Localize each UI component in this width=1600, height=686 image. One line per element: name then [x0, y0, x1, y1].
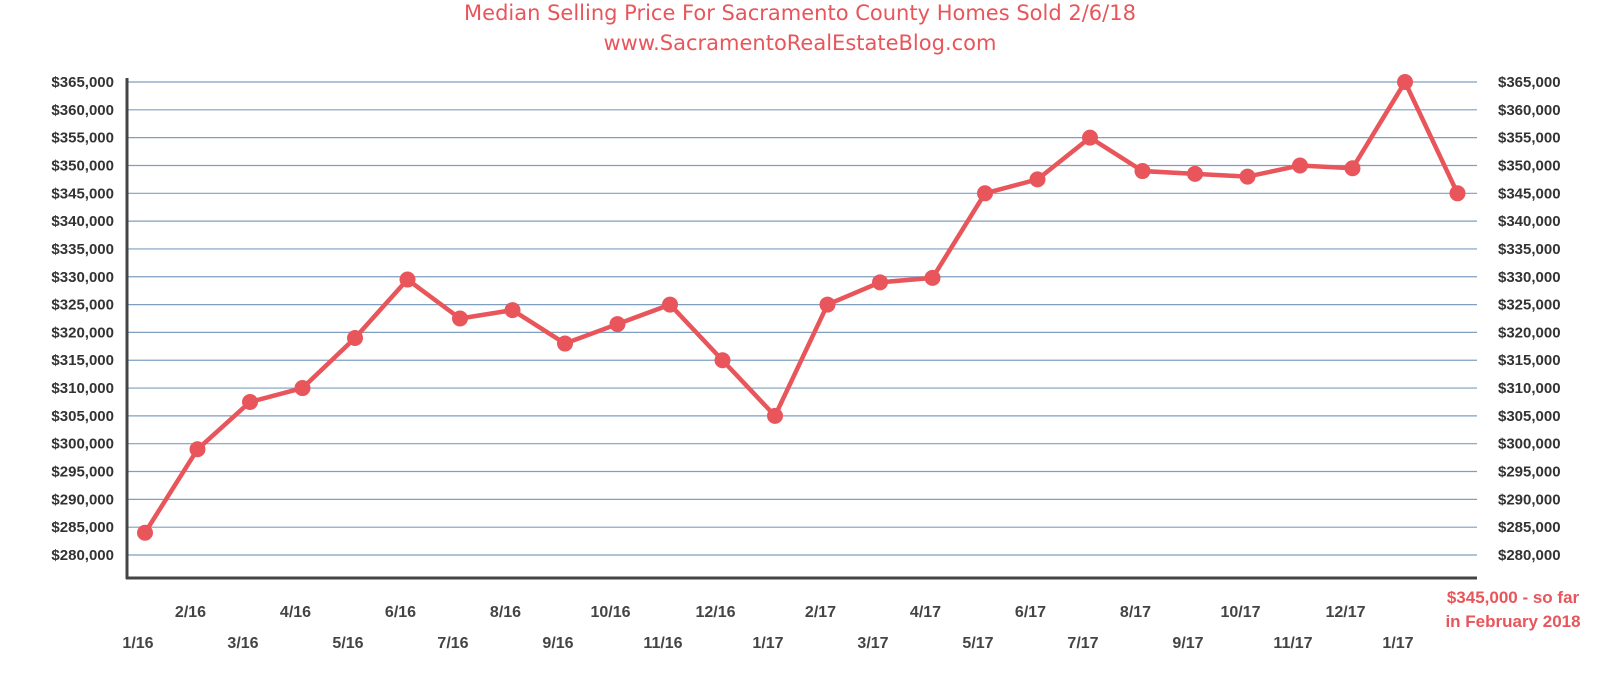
y-tick-label-left: $335,000: [51, 241, 114, 258]
y-tick-label-right: $355,000: [1498, 130, 1561, 147]
x-tick-label: 1/17: [1382, 635, 1413, 652]
series-median-price: [137, 74, 1466, 541]
x-tick-label: 9/17: [1172, 635, 1203, 652]
x-tick-label: 8/16: [490, 604, 521, 621]
x-tick-label: 11/17: [1273, 635, 1312, 652]
data-point: [189, 441, 206, 458]
x-tick-label: 2/16: [175, 604, 206, 621]
y-tick-label-right: $335,000: [1498, 241, 1561, 258]
data-point: [1397, 74, 1413, 90]
y-axis-left: $280,000 $285,000 $290,000 $295,000 $300,000…: [51, 74, 114, 564]
data-point: [452, 310, 468, 327]
y-tick-label-right: $330,000: [1498, 269, 1561, 286]
data-point: [504, 302, 521, 319]
x-tick-label: 4/16: [280, 604, 311, 621]
data-point: [294, 380, 311, 397]
data-point: [1344, 160, 1361, 177]
data-point: [1029, 171, 1046, 188]
x-tick-label: 7/16: [437, 635, 468, 652]
y-tick-label-left: $340,000: [51, 213, 114, 230]
data-point: [977, 185, 993, 202]
y-tick-label-right: $365,000: [1498, 74, 1561, 91]
data-point: [714, 352, 731, 369]
y-tick-label-right: $320,000: [1498, 324, 1561, 341]
annotation-line-1: $345,000 - so far: [1447, 588, 1580, 607]
grid-lines: [127, 81, 1477, 556]
y-tick-label-left: $305,000: [51, 408, 114, 425]
y-tick-label-left: $280,000: [51, 547, 114, 564]
data-point: [1449, 185, 1466, 202]
y-tick-label-right: $305,000: [1498, 408, 1561, 425]
x-tick-label: 2/17: [805, 604, 836, 621]
chart-subtitle: www.SacramentoRealEstateBlog.com: [604, 31, 997, 55]
y-tick-label-left: $315,000: [51, 352, 114, 369]
data-point: [767, 407, 783, 424]
x-tick-label: 4/17: [910, 604, 941, 621]
data-point: [242, 393, 258, 410]
annotation-line-2: in February 2018: [1445, 612, 1580, 631]
y-tick-label-right: $315,000: [1498, 352, 1561, 369]
x-axis-labels: 1/16 2/16 3/16 4/16 5/16 6/16 7/16 8/16 9/16 10/1…: [122, 604, 1413, 652]
y-tick-label-left: $330,000: [51, 269, 114, 286]
x-tick-label: 12/17: [1325, 604, 1365, 621]
y-tick-label-left: $325,000: [51, 297, 114, 314]
x-tick-label: 12/16: [695, 604, 735, 621]
x-tick-label: 5/16: [332, 635, 363, 652]
x-tick-label: 10/17: [1220, 604, 1260, 621]
y-tick-label-right: $310,000: [1498, 380, 1561, 397]
data-point: [557, 335, 573, 352]
x-tick-label: 6/16: [385, 604, 416, 621]
x-tick-label: 7/17: [1067, 635, 1098, 652]
y-axis-right: $280,000 $285,000 $290,000 $295,000 $300,000…: [1498, 74, 1561, 564]
y-tick-label-left: $365,000: [51, 74, 114, 91]
x-tick-label: 11/16: [643, 635, 682, 652]
y-tick-label-right: $350,000: [1498, 157, 1561, 174]
data-point: [347, 329, 363, 346]
y-tick-label-right: $360,000: [1498, 102, 1561, 119]
x-tick-label: 6/17: [1015, 604, 1046, 621]
x-tick-label: 10/16: [590, 604, 630, 621]
y-tick-label-right: $285,000: [1498, 519, 1561, 536]
y-tick-label-left: $310,000: [51, 380, 114, 397]
y-tick-label-left: $285,000: [51, 519, 114, 536]
y-tick-label-left: $355,000: [51, 130, 114, 147]
data-point: [872, 274, 888, 291]
y-tick-label-right: $295,000: [1498, 464, 1561, 481]
y-tick-label-left: $350,000: [51, 157, 114, 174]
data-point: [137, 524, 153, 541]
data-point: [924, 269, 941, 286]
x-tick-label: 1/16: [122, 635, 153, 652]
data-point: [399, 271, 416, 288]
y-tick-label-right: $280,000: [1498, 547, 1561, 564]
x-tick-label: 5/17: [962, 635, 993, 652]
y-tick-label-left: $345,000: [51, 185, 114, 202]
x-tick-label: 8/17: [1120, 604, 1151, 621]
y-tick-label-right: $325,000: [1498, 297, 1561, 314]
y-tick-label-right: $290,000: [1498, 491, 1561, 508]
x-tick-label: 3/17: [857, 635, 888, 652]
x-tick-label: 9/16: [542, 635, 573, 652]
data-point: [1134, 163, 1151, 180]
y-tick-label-left: $300,000: [51, 436, 114, 453]
x-tick-label: 1/17: [752, 635, 783, 652]
data-point: [1187, 165, 1203, 182]
y-tick-label-left: $295,000: [51, 464, 114, 481]
y-tick-label-left: $320,000: [51, 324, 114, 341]
y-tick-label-right: $345,000: [1498, 185, 1561, 202]
y-tick-label-left: $290,000: [51, 491, 114, 508]
data-point: [662, 296, 678, 313]
data-point: [1292, 157, 1308, 174]
chart-title: Median Selling Price For Sacramento Coun…: [464, 1, 1136, 25]
series-line: [143, 79, 1460, 534]
y-tick-label-left: $360,000: [51, 102, 114, 119]
y-tick-label-right: $340,000: [1498, 213, 1561, 230]
data-point: [1082, 129, 1098, 146]
data-point: [819, 296, 836, 313]
x-tick-label: 3/16: [227, 635, 258, 652]
data-point: [609, 316, 626, 333]
y-tick-label-right: $300,000: [1498, 436, 1561, 453]
data-point: [1239, 168, 1256, 185]
